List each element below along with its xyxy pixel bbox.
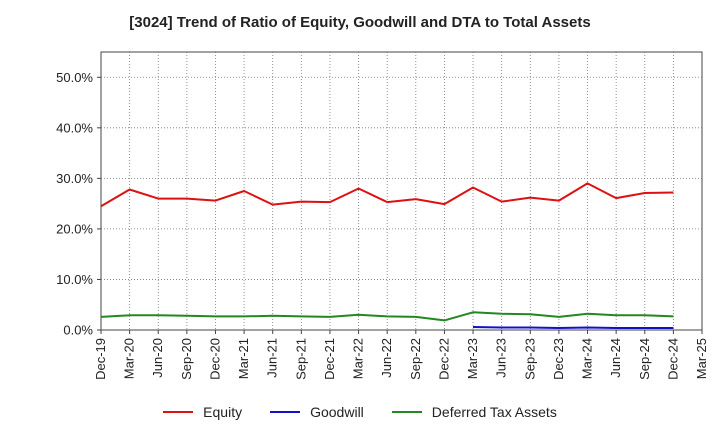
y-tick-label: 40.0% [56, 120, 93, 135]
x-tick-label: Dec-21 [322, 338, 337, 380]
y-tick-label: 10.0% [56, 272, 93, 287]
x-tick-label: Mar-20 [122, 338, 137, 379]
legend-swatch [270, 411, 301, 413]
x-tick-label: Mar-22 [351, 338, 366, 379]
chart-legend: Equity Goodwill Deferred Tax Assets [0, 404, 720, 420]
x-tick-label: Sep-22 [408, 338, 423, 380]
y-tick-label: 20.0% [56, 221, 93, 236]
x-tick-label: Jun-24 [608, 338, 623, 378]
x-tick-label: Jun-20 [150, 338, 165, 378]
x-tick-label: Dec-24 [665, 338, 680, 380]
x-tick-label: Dec-22 [436, 338, 451, 380]
x-tick-label: Sep-24 [637, 338, 652, 380]
legend-item-goodwill: Goodwill [270, 404, 364, 420]
legend-label: Equity [203, 404, 243, 420]
x-tick-label: Dec-23 [551, 338, 566, 380]
x-tick-label: Sep-20 [179, 338, 194, 380]
x-tick-label: Mar-25 [694, 338, 709, 379]
x-tick-label: Mar-24 [580, 338, 595, 379]
x-tick-label: Jun-21 [265, 338, 280, 378]
series-line-goodwill [472, 326, 674, 329]
chart-title: [3024] Trend of Ratio of Equity, Goodwil… [129, 14, 591, 31]
x-tick-label: Mar-23 [465, 338, 480, 379]
y-tick-label: 30.0% [56, 171, 93, 186]
y-tick-label: 50.0% [56, 70, 93, 85]
legend-swatch [391, 411, 422, 413]
series-line-equity [100, 182, 674, 208]
x-tick-label: Dec-20 [207, 338, 222, 380]
legend-label: Goodwill [310, 404, 364, 420]
series-line-deferred-tax-assets [100, 311, 674, 322]
legend-label: Deferred Tax Assets [431, 404, 557, 420]
x-tick-label: Sep-23 [522, 338, 537, 380]
x-tick-label: Sep-21 [293, 338, 308, 380]
x-tick-label: Mar-21 [236, 338, 251, 379]
x-tick-label: Dec-19 [93, 338, 108, 380]
legend-swatch [163, 411, 194, 413]
x-tick-label: Jun-23 [494, 338, 509, 378]
x-tick-label: Jun-22 [379, 338, 394, 378]
plot-area [100, 51, 703, 331]
y-tick-label: 0.0% [63, 323, 93, 338]
legend-item-equity: Equity [163, 404, 242, 420]
legend-item-deferred-tax-assets: Deferred Tax Assets [391, 404, 557, 420]
